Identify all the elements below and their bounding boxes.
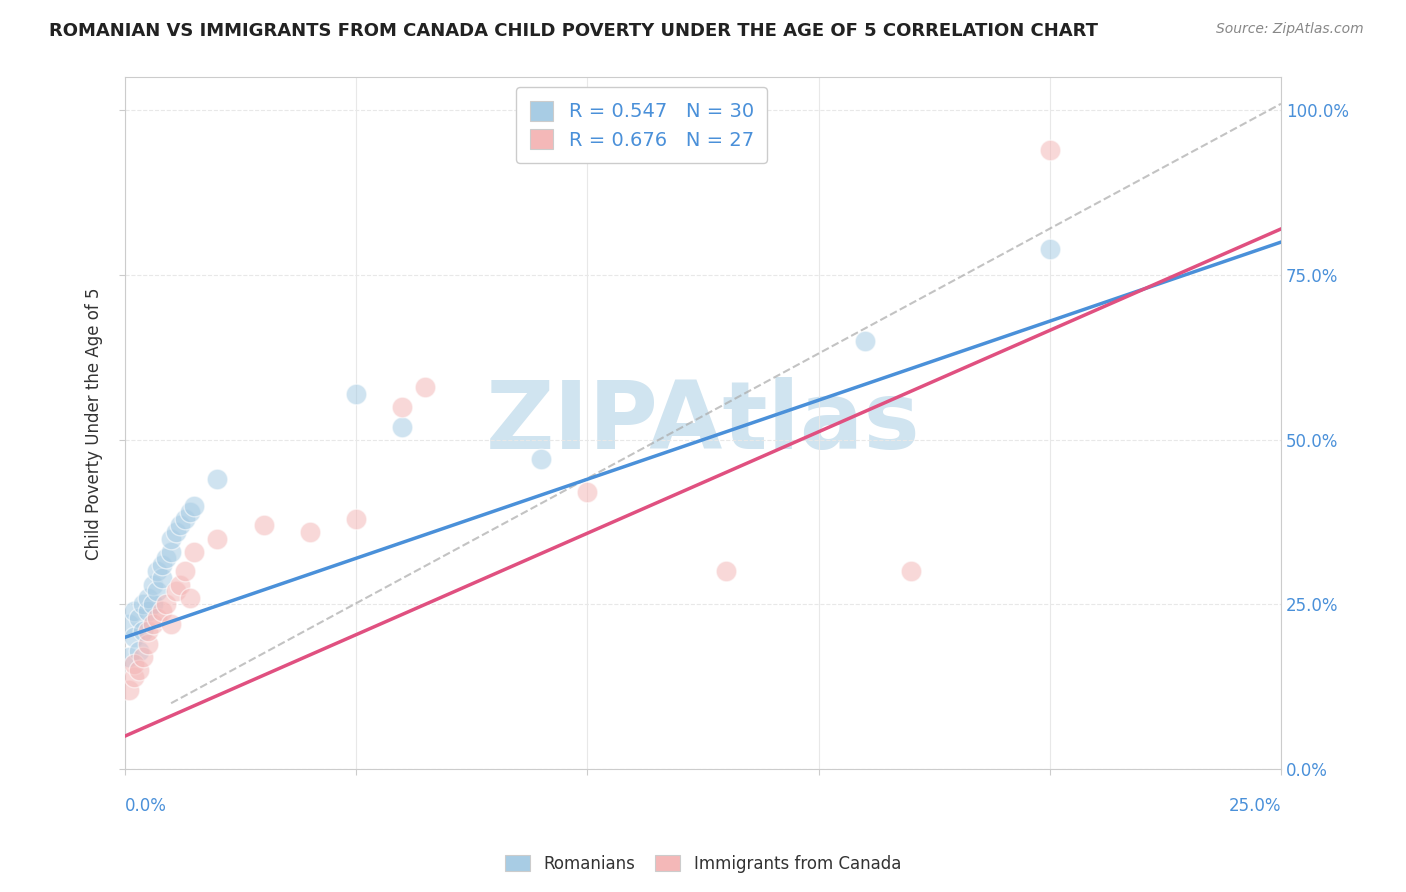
Point (136, 591, 159, 605)
Point (122, 631, 145, 645)
Point (136, 604, 159, 618)
Point (142, 577, 165, 591)
Text: Source: ZipAtlas.com: Source: ZipAtlas.com (1216, 22, 1364, 37)
Point (128, 663, 150, 677)
Point (179, 505, 201, 519)
Text: ZIPAtlas: ZIPAtlas (485, 377, 921, 469)
Point (344, 512, 367, 526)
Point (155, 551, 177, 566)
Point (207, 472, 229, 486)
Point (183, 545, 205, 559)
Point (165, 584, 187, 599)
Point (118, 617, 141, 632)
Point (344, 386, 367, 401)
Point (169, 577, 191, 591)
Point (132, 650, 155, 665)
Point (128, 643, 150, 657)
Point (142, 598, 165, 612)
Point (391, 419, 413, 434)
Point (576, 485, 599, 500)
Point (118, 650, 141, 665)
Point (122, 657, 145, 671)
Point (146, 584, 169, 599)
Point (142, 617, 165, 632)
Point (136, 624, 159, 638)
Point (160, 545, 183, 559)
Text: 25.0%: 25.0% (1229, 797, 1281, 814)
Point (146, 610, 169, 624)
Point (252, 518, 274, 533)
Point (160, 617, 183, 632)
Legend: Romanians, Immigrants from Canada: Romanians, Immigrants from Canada (498, 848, 908, 880)
Point (900, 565, 922, 579)
Point (118, 683, 141, 698)
Y-axis label: Child Poverty Under the Age of 5: Child Poverty Under the Age of 5 (86, 287, 103, 559)
Text: ROMANIAN VS IMMIGRANTS FROM CANADA CHILD POVERTY UNDER THE AGE OF 5 CORRELATION : ROMANIAN VS IMMIGRANTS FROM CANADA CHILD… (49, 22, 1098, 40)
Point (146, 565, 169, 579)
Point (183, 499, 205, 513)
Point (1039, 143, 1062, 157)
Point (136, 637, 159, 651)
Point (150, 558, 173, 572)
Point (160, 532, 183, 546)
Point (207, 532, 229, 546)
Point (169, 518, 191, 533)
Point (122, 670, 145, 684)
Point (122, 604, 145, 618)
Point (853, 334, 876, 348)
Point (415, 380, 437, 394)
Point (530, 452, 553, 467)
Point (298, 524, 321, 539)
Text: 0.0%: 0.0% (125, 797, 167, 814)
Point (1039, 242, 1062, 256)
Point (179, 591, 201, 605)
Point (174, 565, 197, 579)
Point (174, 512, 197, 526)
Point (165, 524, 187, 539)
Point (150, 571, 173, 585)
Point (132, 624, 155, 638)
Point (155, 598, 177, 612)
Point (714, 565, 737, 579)
Legend: R = 0.547   N = 30, R = 0.676   N = 27: R = 0.547 N = 30, R = 0.676 N = 27 (516, 87, 768, 163)
Point (150, 604, 173, 618)
Point (391, 400, 413, 414)
Point (128, 610, 150, 624)
Point (132, 598, 155, 612)
